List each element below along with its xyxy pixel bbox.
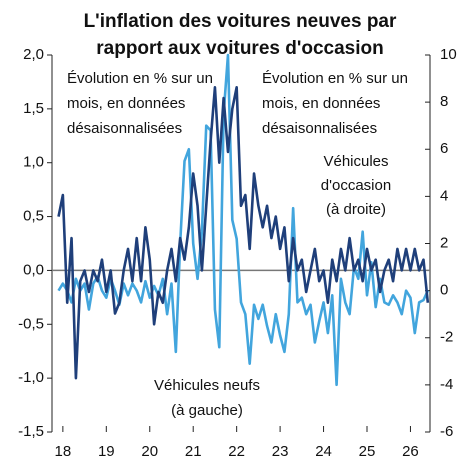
y2-tick-label: -6 [440, 423, 453, 440]
y-tick-label: 0,5 [23, 208, 44, 225]
y2-tick-label: 8 [440, 93, 448, 110]
annotation: d'occasion [321, 177, 391, 194]
annotation: (à droite) [326, 201, 386, 218]
annotation: désaisonnalisées [67, 120, 182, 137]
annotation: Évolution en % sur un [67, 70, 213, 87]
x-tick-label: 22 [228, 443, 245, 460]
y-tick-label: 0,0 [23, 261, 44, 278]
annotation: désaisonnalisées [262, 120, 377, 137]
x-tick-label: 19 [98, 443, 115, 460]
annotation: mois, en données [262, 95, 380, 112]
y-tick-label: 2,0 [23, 46, 44, 63]
annotation: Véhicules [323, 153, 388, 170]
y2-tick-label: 4 [440, 187, 448, 204]
y2-tick-label: 10 [440, 46, 457, 63]
y-tick-label: 1,5 [23, 100, 44, 117]
annotation: (à gauche) [171, 402, 243, 419]
y-tick-label: -1,0 [18, 369, 44, 386]
y2-tick-label: 6 [440, 140, 448, 157]
x-tick-label: 18 [55, 443, 72, 460]
x-tick-label: 20 [141, 443, 158, 460]
x-tick-label: 26 [402, 443, 419, 460]
x-tick-label: 24 [315, 443, 332, 460]
y2-tick-label: 0 [440, 282, 448, 299]
x-tick-label: 21 [185, 443, 202, 460]
chart-title: L'inflation des voitures neuves par [84, 11, 397, 32]
series-line [57, 86, 430, 380]
y2-tick-label: -2 [440, 329, 453, 346]
y-tick-label: 1,0 [23, 154, 44, 171]
annotation: mois, en données [67, 95, 185, 112]
y-tick-label: -1,5 [18, 423, 44, 440]
y-tick-label: -0,5 [18, 315, 44, 332]
chart-title: rapport aux voitures d'occasion [96, 38, 383, 59]
y2-tick-label: -4 [440, 376, 453, 393]
annotation: Véhicules neufs [154, 377, 260, 394]
x-tick-label: 23 [272, 443, 289, 460]
x-tick-label: 25 [359, 443, 376, 460]
y2-tick-label: 2 [440, 234, 448, 251]
annotation: Évolution en % sur un [262, 70, 408, 87]
